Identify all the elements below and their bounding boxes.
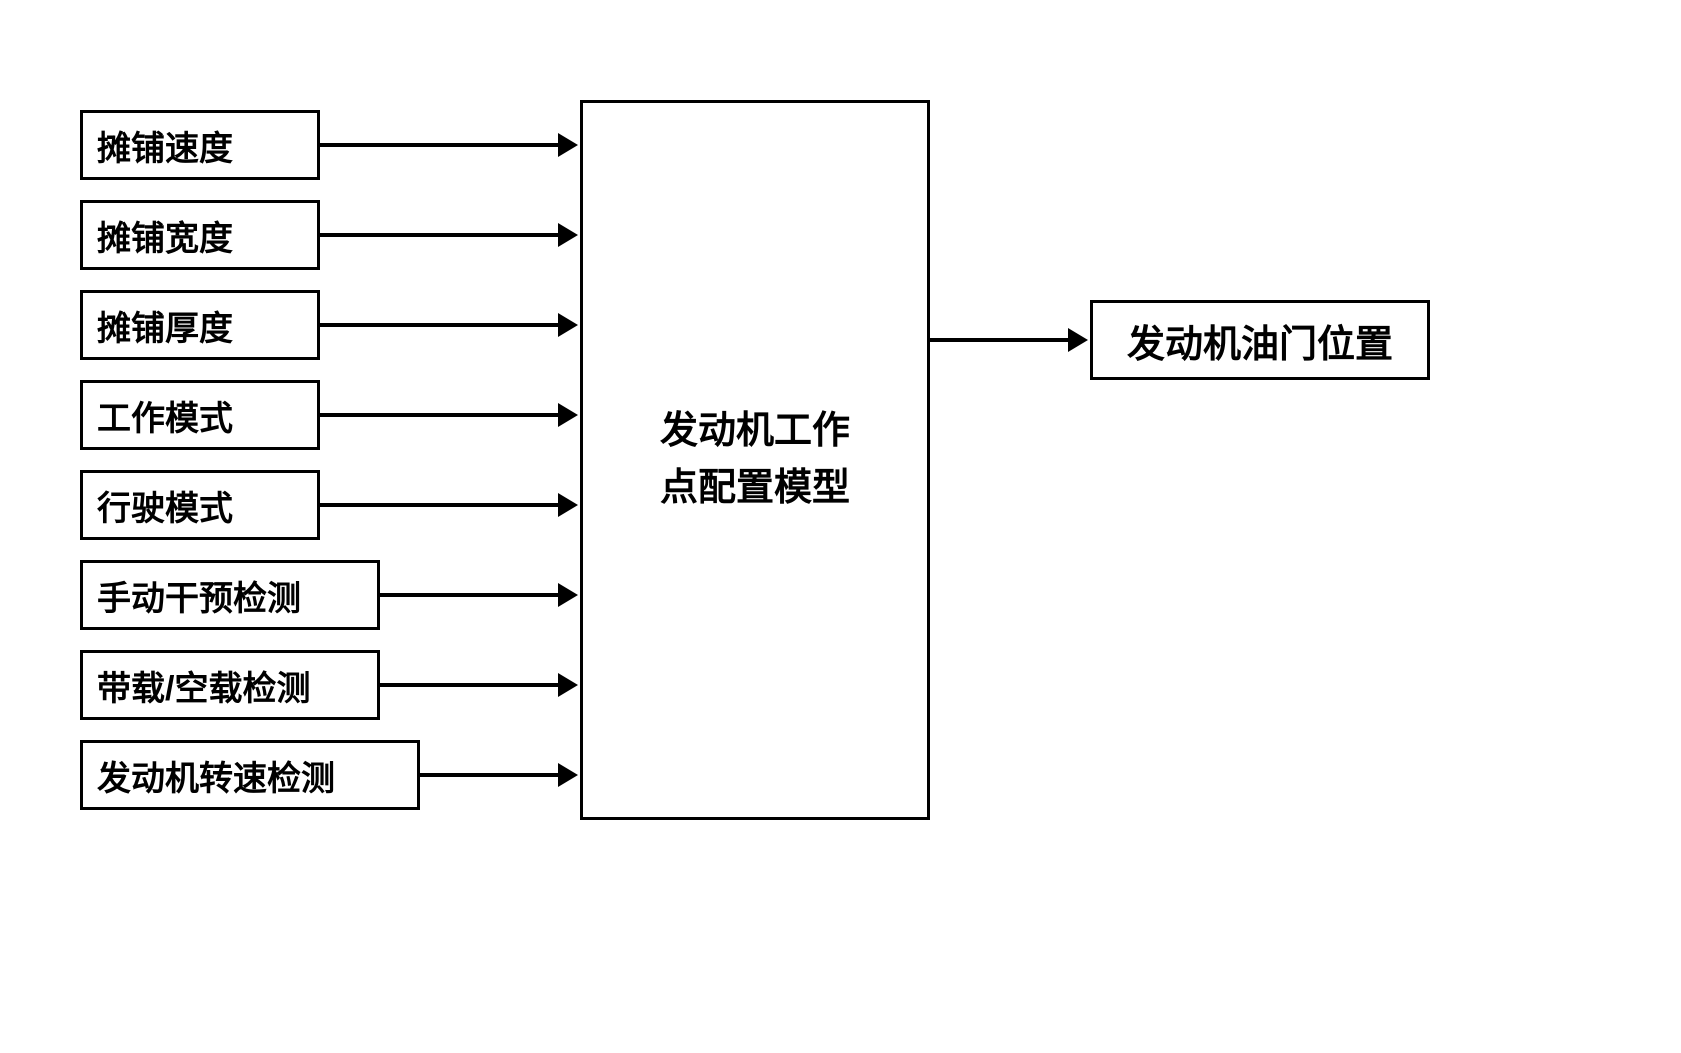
center-label-line1: 发动机工作 — [660, 403, 850, 460]
input-drive-mode: 行驶模式 — [80, 470, 320, 540]
arrow-head-icon — [558, 223, 578, 247]
arrow-line — [930, 338, 1072, 342]
input-label: 带载/空载检测 — [97, 661, 310, 710]
arrow-head-icon — [558, 673, 578, 697]
arrow-head-icon — [558, 583, 578, 607]
input-manual-detection: 手动干预检测 — [80, 560, 380, 630]
input-paving-width: 摊铺宽度 — [80, 200, 320, 270]
input-label: 手动干预检测 — [97, 571, 301, 620]
arrow-head-icon — [558, 403, 578, 427]
arrow-head-icon — [558, 763, 578, 787]
arrow-line — [420, 773, 560, 777]
arrow-head-icon — [558, 313, 578, 337]
arrow-head-icon — [558, 493, 578, 517]
output-label: 发动机油门位置 — [1127, 313, 1393, 368]
input-engine-speed-detection: 发动机转速检测 — [80, 740, 420, 810]
input-label: 行驶模式 — [97, 481, 233, 530]
arrow-line — [320, 413, 560, 417]
input-work-mode: 工作模式 — [80, 380, 320, 450]
input-label: 摊铺厚度 — [97, 301, 233, 350]
arrow-head-icon — [1068, 328, 1088, 352]
center-engine-config-model: 发动机工作 点配置模型 — [580, 100, 930, 820]
input-load-detection: 带载/空载检测 — [80, 650, 380, 720]
arrow-line — [320, 503, 560, 507]
arrow-line — [320, 233, 560, 237]
arrow-head-icon — [558, 133, 578, 157]
arrow-line — [320, 143, 560, 147]
input-paving-speed: 摊铺速度 — [80, 110, 320, 180]
arrow-line — [380, 593, 560, 597]
arrow-line — [380, 683, 560, 687]
center-label-line2: 点配置模型 — [660, 460, 850, 517]
output-engine-throttle: 发动机油门位置 — [1090, 300, 1430, 380]
arrow-line — [320, 323, 560, 327]
input-label: 摊铺速度 — [97, 121, 233, 170]
input-paving-thickness: 摊铺厚度 — [80, 290, 320, 360]
input-label: 发动机转速检测 — [97, 751, 335, 800]
input-label: 工作模式 — [97, 391, 233, 440]
input-label: 摊铺宽度 — [97, 211, 233, 260]
